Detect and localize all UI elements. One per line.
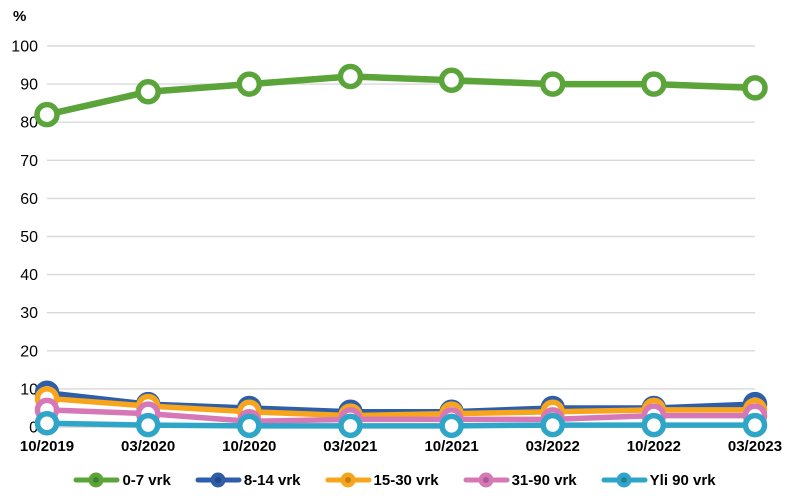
x-tick-label: 10/2019 [20,438,74,455]
series-line [46,73,756,118]
legend-item-8-14-vrk: 8-14 vrk [195,471,301,489]
data-point-marker [742,412,768,438]
legend-marker-0-7-vrk [73,472,120,488]
legend-label: 8-14 vrk [243,471,301,489]
x-tick-label: 03/2022 [526,438,580,455]
y-tick-label: 0 [29,420,38,437]
x-tick-label: 03/2021 [323,438,377,455]
y-tick-label: 20 [20,343,38,360]
data-point-marker [540,412,565,438]
x-tick-label: 10/2022 [627,438,681,455]
data-point-marker [237,413,262,439]
series-0-7-vrk [34,63,768,128]
legend-marker-31-90-vrk [463,472,510,488]
x-axis-labels: 10/2019 03/2020 10/2020 03/2021 10/2021 03/20… [20,438,782,455]
legend-label: 0-7 vrk [122,471,171,489]
y-tick-label: 70 [20,153,38,170]
legend-item-yli-90-vrk: Yli 90 vrk [601,471,716,489]
series-line [46,420,755,429]
legend-label: 15-30 vrk [373,471,439,489]
y-tick-label: 80 [20,115,38,132]
data-point-marker [641,412,667,438]
data-point-marker [742,75,768,101]
legend-item-15-30-vrk: 15-30 vrk [325,471,439,489]
data-point-marker [539,71,566,97]
legend-label: 31-90 vrk [511,471,577,489]
chart-legend: 0-7 vrk 8-14 vrk 15-30 vrk 31-90 vrk [0,462,789,498]
y-axis-labels: 0 10 20 30 40 50 60 70 80 90 100 [11,39,38,437]
x-tick-label: 03/2020 [121,438,175,455]
y-tick-label: 40 [20,267,38,284]
data-point-marker [34,101,60,128]
legend-item-0-7-vrk: 0-7 vrk [73,471,171,489]
x-tick-label: 03/2023 [728,438,782,455]
data-point-marker [337,63,364,90]
legend-marker-8-14-vrk [195,472,242,488]
x-tick-label: 10/2021 [424,438,478,455]
data-point-marker [135,412,161,438]
y-axis-unit-label: % [13,8,26,25]
y-tick-label: 10 [20,381,38,398]
y-tick-label: 100 [11,39,38,56]
legend-label: Yli 90 vrk [649,471,716,489]
y-tick-label: 90 [20,77,38,94]
data-point-marker [438,67,465,94]
data-point-marker [439,413,464,439]
data-point-marker [236,71,263,97]
x-tick-label: 10/2020 [222,438,276,455]
y-tick-label: 60 [20,191,38,208]
y-tick-label: 50 [20,229,38,246]
legend-marker-yli-90-vrk [601,472,648,488]
data-point-marker [135,78,161,105]
y-tick-label: 30 [20,305,38,322]
series-line [46,407,755,425]
data-point-marker [641,71,667,97]
data-point-marker [34,410,60,436]
legend-marker-15-30-vrk [325,472,372,488]
series-line [46,395,755,419]
data-point-marker [338,413,363,439]
legend-item-31-90-vrk: 31-90 vrk [463,471,577,489]
series-yli-90-vrk [34,410,768,439]
